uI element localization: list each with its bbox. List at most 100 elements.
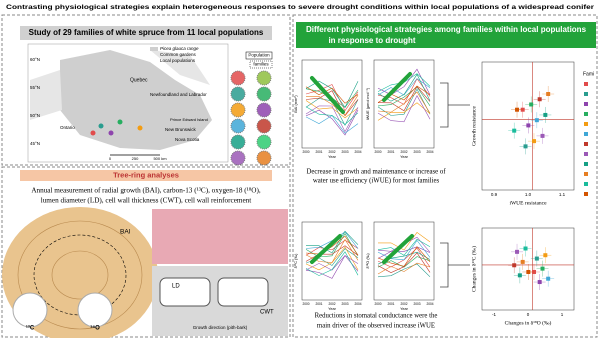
study-title: Study of 29 families of white spruce fro… <box>29 28 264 37</box>
point <box>535 118 539 122</box>
mini-charts: 2000 2001 2002 2003 2004 Year BAI (mm²) 2000 200… <box>294 60 588 326</box>
legend-marker <box>584 182 588 186</box>
site <box>91 131 96 136</box>
lat-label: 50°N <box>30 113 40 118</box>
legend-marker <box>584 192 588 196</box>
family-circle <box>231 103 245 117</box>
x-tick-label: 0.9 <box>491 192 498 197</box>
family-circle <box>257 103 271 117</box>
x-tick-label: 2001 <box>315 150 322 154</box>
legend-title: Fami <box>583 71 594 77</box>
y-axis-label: δ¹³C (‰) <box>294 253 298 269</box>
family-circle <box>231 71 245 85</box>
site <box>99 124 104 129</box>
y-axis-label: iWUE (µmol mol⁻¹) <box>366 87 370 120</box>
x-tick-label: 2003 <box>413 302 420 306</box>
lat-label: 60°N <box>30 57 40 62</box>
point <box>543 253 547 257</box>
finding: Decrease in growth and maintenance or in… <box>306 169 446 176</box>
legend: Local populations <box>160 58 196 63</box>
x-tick-label: 1.1 <box>559 192 566 197</box>
x-tick-label: 2000 <box>302 150 309 154</box>
legend-marker <box>584 142 588 146</box>
family-circle <box>231 87 245 101</box>
x-tick-label: 2002 <box>400 302 407 306</box>
family-circle <box>257 87 271 101</box>
x-axis-label: Year <box>328 307 336 311</box>
scale: 250 <box>132 156 139 161</box>
point <box>518 273 522 277</box>
label: BAI <box>120 229 131 236</box>
x-tick-label: 2000 <box>302 302 309 306</box>
x-tick-label: 2001 <box>387 150 394 154</box>
bracket <box>440 83 470 127</box>
legend-marker <box>584 92 588 96</box>
micrograph <box>152 209 288 264</box>
legend-marker <box>584 172 588 176</box>
point <box>546 92 550 96</box>
strategies-title: Different physiological strategies among… <box>306 25 587 34</box>
lat-label: 55°N <box>30 85 40 90</box>
lat-label: 45°N <box>30 141 40 146</box>
x-tick-label: 2002 <box>328 150 335 154</box>
tree-ring-title: Tree-ring analyses <box>113 170 179 179</box>
family-circle <box>257 135 271 149</box>
y-axis-label: Changes in δ¹³C (‰) <box>470 246 477 292</box>
point <box>543 113 547 117</box>
description: lumen diameter (LD), cell wall thickness… <box>41 197 252 205</box>
legend: Picea glauca range <box>160 46 199 51</box>
x-tick-label: 2004 <box>426 150 433 154</box>
finding: main driver of the observed increase iWU… <box>317 323 435 330</box>
legend-marker <box>584 102 588 106</box>
x-tick-label: 2003 <box>341 302 348 306</box>
region: Quebec <box>130 77 148 83</box>
point <box>538 97 542 101</box>
x-tick-label: 2001 <box>315 302 322 306</box>
x-tick-label: 2004 <box>354 150 361 154</box>
x-tick-label: 1.0 <box>525 192 532 197</box>
x-axis-label: Year <box>328 155 336 159</box>
family-circle <box>257 71 271 85</box>
point <box>546 277 550 281</box>
finding: Reductions in stomatal conductance were … <box>315 313 438 320</box>
x-axis-label: iWUE resistance <box>509 200 547 206</box>
x-tick-label: -1 <box>492 312 496 317</box>
y-axis-label: δ¹⁸O (‰) <box>366 253 370 269</box>
point <box>515 250 519 254</box>
legend: Common gardens <box>160 52 197 57</box>
point <box>532 139 536 143</box>
legend-marker <box>584 152 588 156</box>
x-tick-label: 2003 <box>413 150 420 154</box>
x-tick-label: 2002 <box>328 302 335 306</box>
y-axis-label: BAI (mm²) <box>294 95 298 113</box>
point <box>524 144 528 148</box>
bracket <box>440 243 470 287</box>
region: Nova Scotia <box>175 137 200 142</box>
label: CWT <box>260 310 274 316</box>
point <box>512 263 516 267</box>
family-circle <box>257 151 271 165</box>
point <box>541 134 545 138</box>
x-tick-label: 2002 <box>400 150 407 154</box>
label: ¹³C <box>26 325 35 332</box>
x-axis-label: Year <box>400 155 408 159</box>
site <box>118 120 123 125</box>
region: Prince Edward Island <box>170 117 208 122</box>
legend-marker <box>584 162 588 166</box>
point <box>515 108 519 112</box>
point <box>526 270 530 274</box>
x-tick-label: 2001 <box>387 302 394 306</box>
point <box>521 260 525 264</box>
x-tick-label: 0 <box>527 312 530 317</box>
family-circle <box>231 135 245 149</box>
legend-marker <box>584 122 588 126</box>
scale: 500 km <box>153 156 167 161</box>
cell <box>218 278 268 306</box>
point <box>538 280 542 284</box>
key: families <box>253 62 269 67</box>
key: Population <box>248 53 270 58</box>
x-tick-label: 2000 <box>374 302 381 306</box>
point <box>529 102 533 106</box>
title: Contrasting physiological strategies exp… <box>6 4 595 11</box>
isotope-c <box>13 293 47 327</box>
